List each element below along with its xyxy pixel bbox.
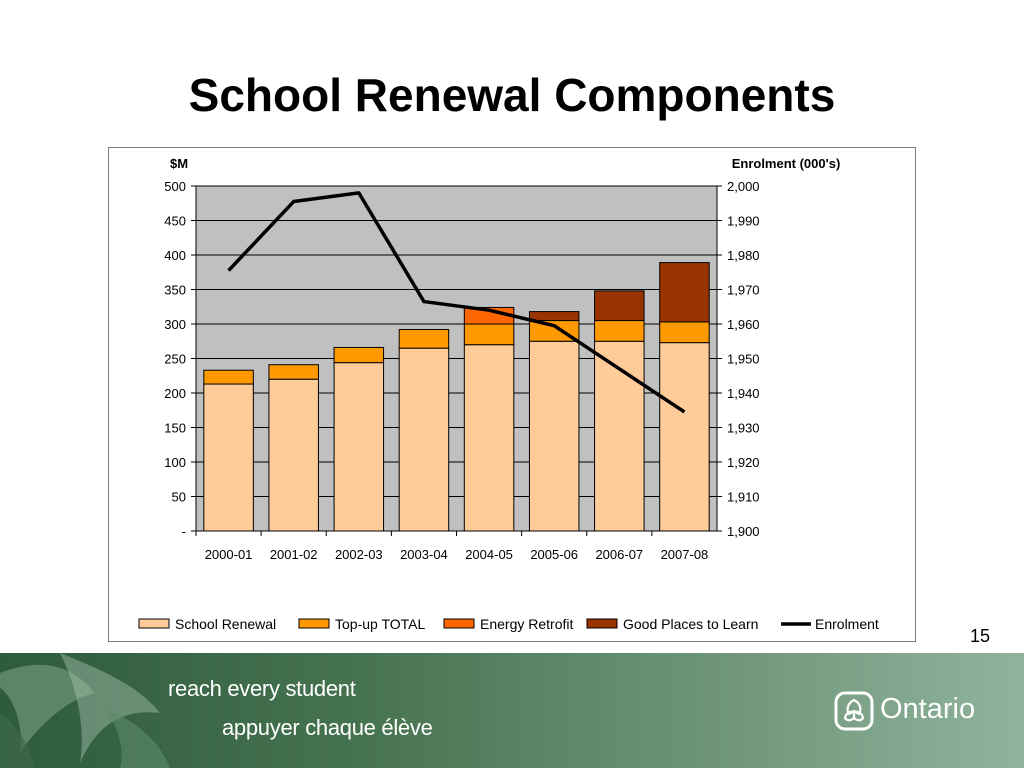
left-tick-label: 450 <box>164 214 186 229</box>
x-tick-label: 2005-06 <box>530 547 578 562</box>
x-tick-label: 2002-03 <box>335 547 383 562</box>
right-tick-label: 1,940 <box>727 386 760 401</box>
left-tick-label: 150 <box>164 421 186 436</box>
bar-top-up <box>463 323 515 346</box>
bar-good-places <box>659 262 710 323</box>
legend-energy-retrofit-label: Energy Retrofit <box>480 616 573 632</box>
chart-svg: - 1,900 50 1,910 100 1,920 150 1,930 200 1,940 250… <box>138 156 879 632</box>
left-tick-label: - <box>182 524 186 539</box>
right-tick-label: 2,000 <box>727 179 760 194</box>
tagline-french: appuyer chaque élève <box>222 715 433 740</box>
left-tick-label: 400 <box>164 248 186 263</box>
legend-school-renewal-swatch <box>138 618 170 629</box>
left-axis-title: $M <box>170 156 188 171</box>
right-axis-title: Enrolment (000's) <box>732 156 841 171</box>
bar-top-up <box>203 369 254 385</box>
right-tick-label: 1,910 <box>727 490 760 505</box>
chart-frame: - 1,900 50 1,910 100 1,920 150 1,930 200 1,940 250… <box>108 147 916 642</box>
bar-school-renewal <box>268 378 319 532</box>
bar-good-places <box>594 290 645 322</box>
bar-top-up <box>659 321 710 344</box>
x-tick-label: 2006-07 <box>595 547 643 562</box>
bar-top-up <box>398 329 450 349</box>
right-tick-label: 1,930 <box>727 421 760 436</box>
legend-top-up-swatch <box>298 618 330 629</box>
bar-school-renewal <box>463 344 515 532</box>
x-tick-label: 2007-08 <box>661 547 709 562</box>
x-tick-label: 2001-02 <box>270 547 318 562</box>
swoosh-logo-icon <box>0 653 170 768</box>
bar-top-up <box>333 346 385 364</box>
left-tick-label: 100 <box>164 455 186 470</box>
right-tick-label: 1,920 <box>727 455 760 470</box>
enrolment-line <box>227 191 686 414</box>
bar-good-places <box>528 311 580 322</box>
x-tick-label: 2003-04 <box>400 547 448 562</box>
bar-school-renewal <box>659 342 710 532</box>
page-number: 15 <box>969 626 990 646</box>
left-tick-label: 250 <box>164 352 186 367</box>
bar-school-renewal <box>203 383 254 532</box>
bar-top-up <box>268 364 319 380</box>
legend-good-places-label: Good Places to Learn <box>623 616 758 632</box>
right-tick-label: 1,990 <box>727 214 760 229</box>
x-tick-label: 2004-05 <box>465 547 513 562</box>
bar-school-renewal <box>398 347 450 532</box>
left-tick-label: 300 <box>164 317 186 332</box>
right-tick-label: 1,900 <box>727 524 760 539</box>
bar-school-renewal <box>594 340 645 532</box>
footer-band: reach every student appuyer chaque élève… <box>0 653 1024 768</box>
right-tick-label: 1,980 <box>727 248 760 263</box>
bar-school-renewal <box>528 340 580 532</box>
legend-school-renewal-label: School Renewal <box>175 616 276 632</box>
left-tick-label: 200 <box>164 386 186 401</box>
bar-school-renewal <box>333 362 385 532</box>
ontario-wordmark: Ontario <box>880 693 976 725</box>
left-tick-label: 350 <box>164 283 186 298</box>
left-tick-label: 50 <box>172 490 186 505</box>
trillium-icon <box>834 691 874 731</box>
left-tick-label: 500 <box>164 179 186 194</box>
slide-title: School Renewal Components <box>188 69 836 121</box>
legend-good-places-swatch <box>586 618 618 629</box>
tagline-english: reach every student <box>168 676 356 701</box>
right-tick-label: 1,950 <box>727 352 760 367</box>
legend-energy-retrofit-swatch <box>443 618 475 629</box>
legend-top-up-label: Top-up TOTAL <box>335 616 425 632</box>
x-tick-label: 2000-01 <box>205 547 253 562</box>
bar-top-up <box>594 320 645 342</box>
ontario-logo: Ontario <box>834 691 994 731</box>
right-tick-label: 1,960 <box>727 317 760 332</box>
right-tick-label: 1,970 <box>727 283 760 298</box>
legend-enrolment-label: Enrolment <box>815 616 879 632</box>
